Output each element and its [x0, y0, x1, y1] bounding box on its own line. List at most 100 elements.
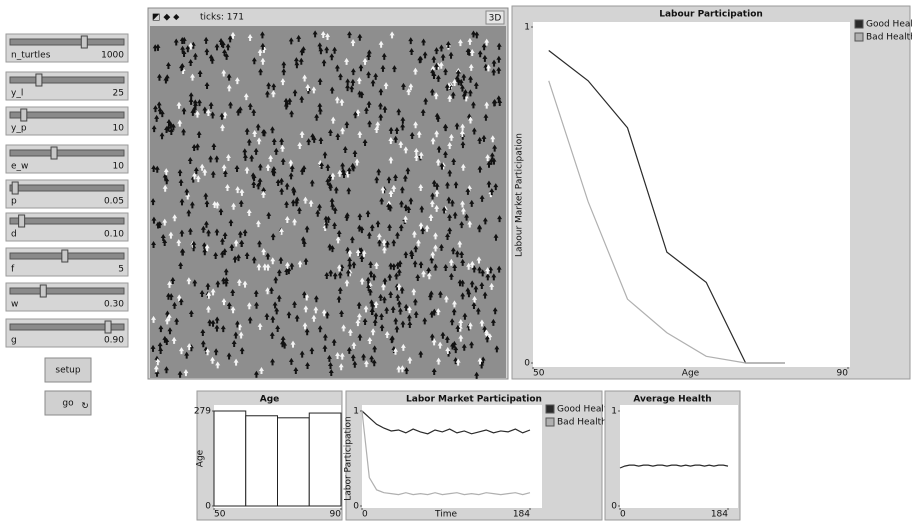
slider-knob[interactable]: [35, 73, 43, 87]
turtle: [227, 35, 233, 43]
turtle: [415, 274, 421, 282]
view-controls: ◩ ◆ ⬥: [152, 13, 180, 23]
turtle: [196, 130, 202, 138]
turtle: [460, 163, 466, 171]
slider-value: 0.10: [104, 230, 124, 240]
turtle: [366, 49, 372, 57]
turtle: [440, 331, 446, 339]
turtle: [430, 137, 436, 145]
turtle: [344, 57, 350, 65]
turtle: [265, 287, 271, 295]
turtle: [269, 126, 275, 134]
turtle: [357, 33, 363, 41]
turtle: [247, 102, 253, 110]
turtle: [313, 295, 319, 303]
x-tick-label: 90: [837, 369, 849, 379]
slider-knob[interactable]: [18, 214, 26, 228]
turtle: [318, 137, 324, 145]
slider-track: [9, 287, 125, 295]
turtle: [447, 94, 453, 102]
slider-knob[interactable]: [39, 284, 47, 298]
turtle: [437, 290, 443, 298]
turtle: [398, 140, 404, 148]
turtle: [376, 239, 382, 247]
3d-button[interactable]: [485, 10, 505, 25]
turtle: [408, 249, 414, 257]
slider-knob[interactable]: [80, 35, 88, 49]
turtle: [435, 74, 441, 82]
turtle: [359, 91, 365, 99]
turtle: [335, 351, 341, 359]
turtle: [301, 239, 307, 247]
turtle: [224, 183, 230, 191]
turtle: [275, 179, 281, 187]
turtle: [205, 305, 211, 313]
turtle: [373, 301, 379, 309]
turtle: [428, 290, 434, 298]
turtle: [237, 323, 243, 331]
turtle: [293, 366, 299, 374]
turtle: [379, 324, 385, 332]
turtle: [221, 298, 227, 306]
turtle: [455, 69, 461, 77]
turtle: [491, 273, 497, 281]
turtle: [376, 168, 382, 176]
turtle: [459, 221, 465, 229]
turtle: [230, 31, 236, 39]
turtle: [250, 172, 256, 180]
slider-knob[interactable]: [61, 249, 69, 263]
plot-title: Labour Participation: [659, 10, 763, 20]
turtle: [328, 368, 334, 376]
slider-knob[interactable]: [50, 146, 58, 160]
turtle: [491, 157, 497, 165]
turtle: [350, 78, 356, 86]
slider-label: y_p: [11, 124, 27, 134]
turtle: [233, 358, 239, 366]
turtle: [496, 66, 502, 74]
turtle: [164, 177, 170, 185]
turtle: [357, 213, 363, 221]
turtle: [450, 342, 456, 350]
turtle: [278, 256, 284, 264]
turtle: [158, 325, 164, 333]
button[interactable]: [44, 357, 92, 383]
turtle: [369, 307, 375, 315]
turtle: [453, 357, 459, 365]
turtle: [463, 94, 469, 102]
turtle: [236, 278, 242, 286]
turtle: [356, 77, 362, 85]
turtle: [470, 101, 476, 109]
slider-knob[interactable]: [20, 108, 28, 122]
turtle: [399, 365, 405, 373]
button[interactable]: [44, 390, 92, 416]
slider-knob[interactable]: [11, 181, 19, 195]
button-label[interactable]: setup: [55, 366, 80, 376]
turtle: [384, 306, 390, 314]
turtle: [365, 276, 371, 284]
turtle: [393, 317, 399, 325]
slider[interactable]: [5, 71, 129, 101]
turtle: [434, 182, 440, 190]
turtle: [214, 316, 220, 324]
turtle: [418, 222, 424, 230]
slider-track: [9, 217, 125, 225]
turtle: [168, 231, 174, 239]
turtle: [376, 233, 382, 241]
turtle: [189, 201, 195, 209]
button-label[interactable]: go: [62, 399, 74, 409]
turtle: [453, 181, 459, 189]
turtle: [479, 194, 485, 202]
turtle: [355, 319, 361, 327]
turtle: [265, 263, 271, 271]
turtle: [192, 279, 198, 287]
turtle: [309, 347, 315, 355]
turtle: [313, 306, 319, 314]
turtle: [451, 158, 457, 166]
turtle: [443, 68, 449, 76]
turtle: [381, 296, 387, 304]
turtle: [221, 164, 227, 172]
3d-label[interactable]: 3D: [489, 14, 502, 24]
turtle: [223, 268, 229, 276]
turtle: [270, 168, 276, 176]
slider-knob[interactable]: [104, 320, 112, 334]
